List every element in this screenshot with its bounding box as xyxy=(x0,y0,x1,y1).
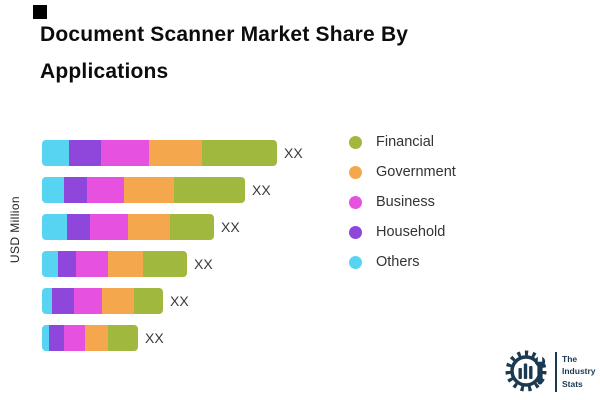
bar-segment-business xyxy=(74,288,102,314)
bar-row: XX xyxy=(42,214,303,240)
bar-value-label: XX xyxy=(170,293,189,309)
bar-segment-government xyxy=(102,288,134,314)
logo-text-line: Stats xyxy=(562,378,583,389)
gear-wrench-icon xyxy=(505,350,547,392)
bar-segment-government xyxy=(124,177,174,203)
bar-segment-government xyxy=(128,214,170,240)
chart-title: Document Scanner Market Share By Applica… xyxy=(40,23,409,83)
bar-segment-financial xyxy=(170,214,214,240)
logo-text: The Industry Stats xyxy=(562,353,596,391)
legend-dot-icon xyxy=(349,165,362,179)
bar-segment-business xyxy=(87,177,124,203)
bar-segment-others xyxy=(42,214,67,240)
bar-segment-financial xyxy=(202,140,277,166)
bar-row: XX xyxy=(42,177,303,203)
legend-dot-icon xyxy=(349,195,362,209)
legend-dot-icon xyxy=(349,135,362,149)
bar-value-label: XX xyxy=(145,330,164,346)
bar-stack xyxy=(42,140,277,166)
bar-segment-government xyxy=(108,251,143,277)
logo-text-line: The xyxy=(562,353,578,364)
legend-label: Government xyxy=(376,164,456,180)
bar-stack xyxy=(42,288,163,314)
bar-stack xyxy=(42,325,138,351)
bar-segment-household xyxy=(52,288,74,314)
bar-stack xyxy=(42,251,187,277)
bar-segment-government xyxy=(149,140,202,166)
bar-segment-financial xyxy=(134,288,163,314)
bar-segment-household xyxy=(64,177,87,203)
bar-segment-business xyxy=(90,214,128,240)
legend-label: Others xyxy=(376,254,420,270)
brand-logo: The Industry Stats xyxy=(505,348,596,395)
bar-segment-others xyxy=(42,288,52,314)
bar-segment-business xyxy=(101,140,149,166)
legend-label: Financial xyxy=(376,134,435,150)
bar-segment-others xyxy=(42,140,69,166)
bar-row: XX xyxy=(42,288,303,314)
bar-segment-household xyxy=(69,140,101,166)
bar-value-label: XX xyxy=(284,145,303,161)
legend-label: Household xyxy=(376,224,446,240)
legend-label: Business xyxy=(376,194,435,210)
bar-stack xyxy=(42,214,214,240)
bar-segment-others xyxy=(42,251,58,277)
corner-black-square xyxy=(33,5,47,19)
bar-segment-financial xyxy=(143,251,187,277)
logo-divider xyxy=(555,351,557,392)
legend: Financial Government Business Household Othe… xyxy=(349,127,456,277)
bar-segment-financial xyxy=(108,325,138,351)
legend-item-household: Household xyxy=(349,217,456,247)
legend-item-government: Government xyxy=(349,157,456,187)
legend-item-business: Business xyxy=(349,187,456,217)
bar-segment-financial xyxy=(174,177,245,203)
bar-segment-household xyxy=(67,214,90,240)
legend-item-others: Others xyxy=(349,247,456,277)
bar-segment-household xyxy=(58,251,76,277)
bar-segment-business xyxy=(76,251,108,277)
legend-item-financial: Financial xyxy=(349,127,456,157)
bar-segment-government xyxy=(85,325,108,351)
bar-value-label: XX xyxy=(221,219,240,235)
bar-segment-household xyxy=(49,325,64,351)
bar-segment-business xyxy=(64,325,85,351)
y-axis-label: USD Million xyxy=(8,196,22,264)
bar-row: XX xyxy=(42,140,303,166)
bar-segment-others xyxy=(42,177,64,203)
bar-chart-area: XX XX XX XX XX XX xyxy=(42,140,303,362)
bar-stack xyxy=(42,177,245,203)
legend-dot-icon xyxy=(349,255,362,269)
bar-value-label: XX xyxy=(194,256,213,272)
logo-text-line: Industry xyxy=(562,366,596,377)
legend-dot-icon xyxy=(349,225,362,239)
bar-value-label: XX xyxy=(252,182,271,198)
bar-segment-others xyxy=(42,325,49,351)
bar-row: XX xyxy=(42,325,303,351)
bar-row: XX xyxy=(42,251,303,277)
